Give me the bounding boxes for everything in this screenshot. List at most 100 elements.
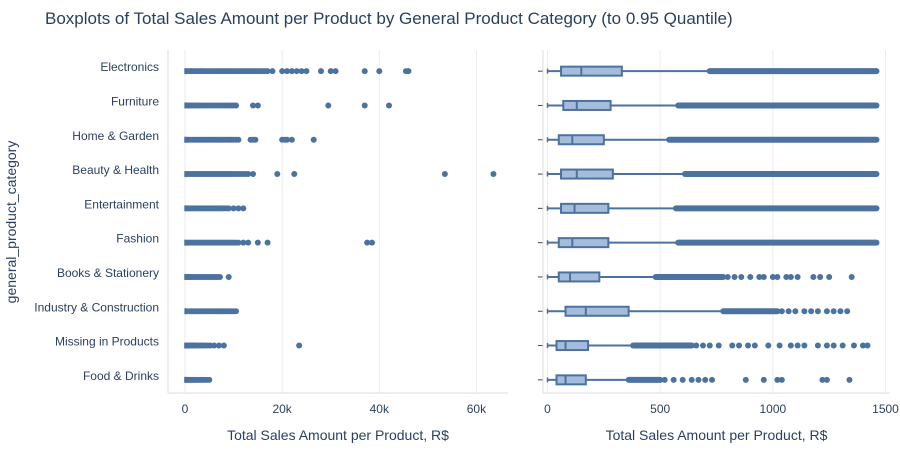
box-group [184, 136, 317, 143]
outlier-point [376, 68, 383, 75]
outlier-point [233, 308, 239, 315]
outlier-point [778, 376, 785, 383]
outlier-point [706, 342, 713, 349]
x-tick-label: 500 [650, 402, 670, 416]
outlier-point [756, 273, 763, 280]
outlier-point [293, 68, 300, 75]
box-iqr [562, 99, 612, 111]
outlier-point [783, 273, 790, 280]
y-tick-label: Books & Stationery [57, 266, 159, 280]
outlier-point [688, 376, 695, 383]
outlier-point [364, 239, 371, 246]
box-iqr [557, 237, 610, 249]
x-tick-label: 60k [467, 402, 487, 416]
outlier-point [814, 308, 821, 315]
outlier-point [738, 273, 745, 280]
y-tick-label: Home & Garden [72, 129, 159, 143]
outlier-point [817, 273, 824, 280]
outlier-point [819, 376, 826, 383]
box-group [184, 68, 412, 75]
outlier-point [490, 171, 497, 178]
outlier-point [269, 68, 276, 75]
chart-title: Boxplots of Total Sales Amount per Produ… [45, 9, 733, 28]
outlier-point [745, 342, 752, 349]
outlier-point [325, 102, 332, 109]
outlier-point [747, 273, 754, 280]
outlier-point [715, 342, 722, 349]
outlier-point [225, 205, 232, 212]
box-iqr [557, 271, 601, 283]
y-tick-label: Beauty & Health [72, 163, 159, 177]
outlier-point [327, 68, 334, 75]
outlier-point [801, 308, 808, 315]
box-group [546, 134, 880, 146]
box-iqr [555, 340, 590, 352]
outlier-point [695, 376, 702, 383]
box-iqr [560, 168, 614, 180]
outlier-point [823, 342, 830, 349]
outlier-point [284, 68, 290, 75]
axes-layer: Electronics Furniture Home & Garden Beauty … [34, 50, 899, 443]
y-tick-label: Entertainment [84, 197, 159, 211]
outlier-point [318, 68, 324, 75]
box-iqr [557, 134, 605, 146]
outlier-point [245, 239, 252, 246]
outlier-point [760, 376, 767, 383]
outlier-point [736, 342, 743, 349]
outlier-point [298, 68, 305, 75]
box-group [546, 237, 880, 249]
outlier-point [250, 171, 256, 178]
outlier-point [731, 273, 738, 280]
outlier-point [708, 376, 715, 383]
box-group [184, 342, 303, 349]
outlier-point [679, 376, 686, 383]
x-tick-label: 20k [272, 402, 292, 416]
outlier-point [254, 102, 261, 109]
box-group [184, 102, 392, 109]
outlier-point [250, 102, 256, 109]
outlier-point [724, 273, 731, 280]
box-group [184, 273, 232, 280]
y-tick-label: Furniture [111, 94, 159, 108]
outlier-point [785, 308, 792, 315]
outlier-point [859, 342, 866, 349]
y-axis-title: general_product_category [3, 141, 19, 304]
box-group [546, 202, 880, 214]
outlier-point [386, 102, 392, 109]
outlier-point [814, 342, 821, 349]
outlier-point [332, 68, 339, 75]
outlier-point [230, 205, 237, 212]
outlier-point [361, 68, 368, 75]
box-group [184, 308, 239, 315]
outlier-point [264, 68, 271, 75]
outlier-point [751, 342, 758, 349]
outlier-point [274, 171, 281, 178]
box-group [546, 305, 851, 317]
outlier-point [361, 102, 368, 109]
y-tick-label: Food & Drinks [83, 369, 159, 383]
outlier-point [765, 342, 772, 349]
outlier-point [826, 273, 833, 280]
outlier-point [839, 342, 846, 349]
outlier-point [284, 136, 290, 143]
box-group [546, 65, 880, 77]
outlier-point [808, 308, 815, 315]
outlier-point [369, 239, 375, 246]
outlier-point [699, 342, 706, 349]
outlier-point [823, 376, 830, 383]
box-iqr [560, 202, 610, 214]
box-group [546, 99, 880, 111]
outlier-point [264, 239, 271, 246]
y-tick-label: Fashion [116, 232, 159, 246]
outlier-point [254, 239, 261, 246]
y-tick-label: Electronics [100, 60, 159, 74]
outlier-point [774, 273, 781, 280]
outlier-point [774, 376, 781, 383]
outlier-point [310, 136, 317, 143]
outlier-point [830, 308, 837, 315]
outlier-point [823, 308, 830, 315]
outlier-point [787, 273, 794, 280]
marks-layer [184, 65, 880, 386]
x-tick-label: 0 [182, 402, 189, 416]
outlier-point [794, 342, 801, 349]
